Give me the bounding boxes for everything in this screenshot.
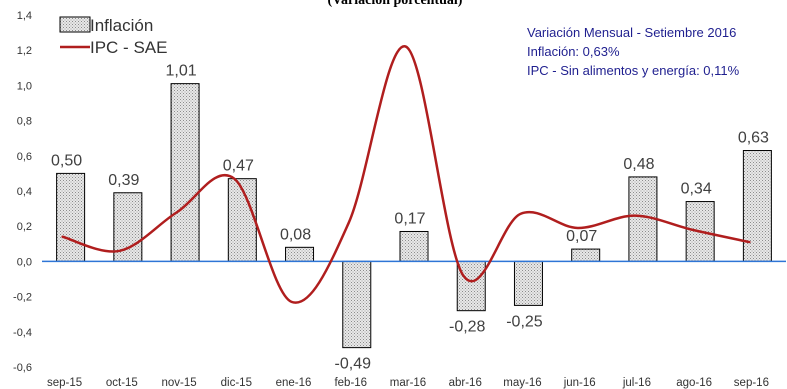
y-axis: -0,6 -0,4 -0,2 0,0 0,2 0,4 0,6 0,8 1,0 1,2 1,4	[13, 10, 32, 374]
x-tick-label: dic-15	[221, 377, 252, 389]
data-label: -0,25	[506, 313, 543, 330]
line-series	[61, 45, 751, 304]
x-tick-label: abr-16	[449, 377, 482, 389]
x-axis: sep-15 oct-15 nov-15 dic-15 ene-16 feb-16 mar-…	[47, 377, 769, 389]
x-tick-label: sep-16	[734, 377, 769, 389]
data-label: -0,28	[449, 319, 486, 336]
data-label: 1,01	[166, 63, 197, 80]
annotation-box: Variación Mensual - Setiembre 2016 Infla…	[527, 25, 740, 78]
annotation-line-1: Variación Mensual - Setiembre 2016	[527, 25, 736, 40]
legend-swatch-inflacion	[59, 16, 91, 33]
chart-title: (Variación porcentual)	[328, 0, 463, 8]
data-label: 0,47	[223, 158, 254, 175]
data-label: -0,49	[335, 356, 372, 373]
y-tick-label: -0,6	[13, 362, 32, 374]
data-label: 0,34	[681, 181, 712, 198]
bar-inflacion	[227, 178, 257, 262]
data-label: 0,08	[280, 226, 311, 243]
bar-inflacion	[56, 172, 86, 262]
legend: Inflación IPC - SAE	[59, 16, 167, 57]
y-tick-label: 0,0	[17, 256, 32, 268]
legend-label-ipc-sae: IPC - SAE	[90, 38, 167, 57]
y-tick-label: 1,2	[17, 45, 32, 57]
y-tick-label: 0,6	[17, 151, 32, 163]
x-tick-label: jun-16	[563, 377, 596, 389]
bar-inflacion	[742, 150, 772, 262]
bar-inflacion	[513, 260, 543, 306]
y-tick-label: 1,0	[17, 80, 32, 92]
annotation-line-3: IPC - Sin alimentos y energía: 0,11%	[527, 63, 740, 78]
bar-inflacion	[399, 230, 429, 262]
data-label: 0,39	[108, 172, 139, 189]
data-label: 0,48	[623, 156, 654, 173]
bar-inflacion	[456, 260, 486, 312]
data-label: 0,63	[738, 130, 769, 147]
y-tick-label: 0,8	[17, 116, 32, 128]
bar-inflacion	[170, 83, 200, 262]
y-tick-label: 0,4	[17, 186, 32, 198]
data-label: 0,07	[566, 228, 597, 245]
bar-inflacion	[571, 248, 601, 262]
x-tick-label: ago-16	[676, 377, 712, 389]
y-tick-label: -0,2	[13, 292, 32, 304]
x-tick-label: mar-16	[390, 377, 426, 389]
data-labels: 0,50 0,39 1,01 0,47 0,08 -0,49 0,17 -0,28 -0,25 0…	[51, 63, 769, 373]
x-tick-label: sep-15	[47, 377, 82, 389]
bar-inflacion	[285, 246, 315, 262]
bar-inflacion	[342, 260, 372, 349]
data-label: 0,50	[51, 152, 82, 169]
x-tick-label: nov-15	[161, 377, 196, 389]
x-tick-label: feb-16	[334, 377, 367, 389]
annotation-line-2: Inflación: 0,63%	[527, 44, 620, 59]
data-label: 0,17	[394, 210, 425, 227]
x-tick-label: ene-16	[276, 377, 312, 389]
y-tick-label: 0,2	[17, 221, 32, 233]
legend-label-inflacion: Inflación	[90, 16, 153, 35]
y-tick-label: -0,4	[13, 327, 32, 339]
x-tick-label: jul-16	[622, 377, 651, 389]
y-tick-label: 1,4	[17, 10, 32, 22]
x-tick-label: may-16	[503, 377, 541, 389]
line-ipc-sae	[61, 45, 751, 304]
x-tick-label: oct-15	[106, 377, 138, 389]
